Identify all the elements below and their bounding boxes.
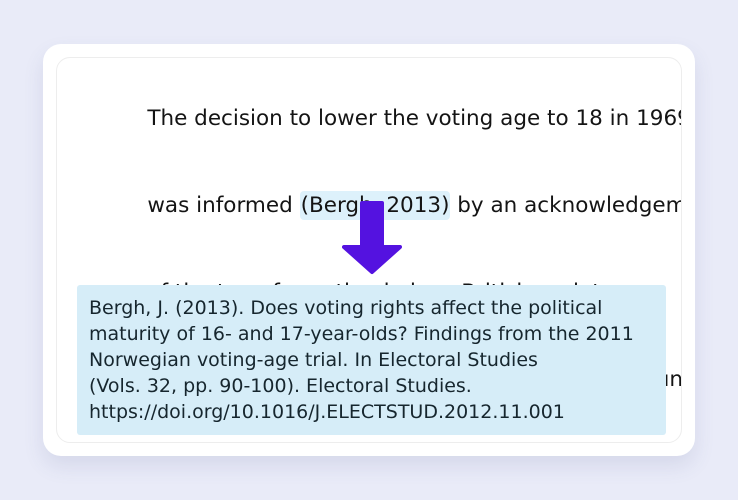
reference-line: Norwegian voting-age trial. In Electoral… [89, 349, 538, 371]
reference-doi-url: https://doi.org/10.1016/J.ELECTSTUD.2012… [89, 401, 565, 423]
quote-text-segment: by an acknowledgement [457, 193, 681, 218]
reference-box: Bergh, J. (2013). Does voting rights aff… [77, 285, 666, 435]
quote-line-1: The decision to lower the voting age to … [79, 75, 681, 162]
reference-line: (Vols. 32, pp. 90-100). Electoral Studie… [89, 375, 472, 397]
quote-panel: The decision to lower the voting age to … [56, 57, 682, 443]
reference-line: Bergh, J. (2013). Does voting rights aff… [89, 297, 603, 319]
down-arrow-icon [342, 201, 402, 274]
quote-text-segment: The decision to lower the voting age to … [147, 106, 682, 131]
citation-example-card: The decision to lower the voting age to … [43, 44, 695, 456]
reference-line: maturity of 16- and 17-year-olds? Findin… [89, 323, 634, 345]
quote-text-segment: was informed [147, 193, 300, 218]
